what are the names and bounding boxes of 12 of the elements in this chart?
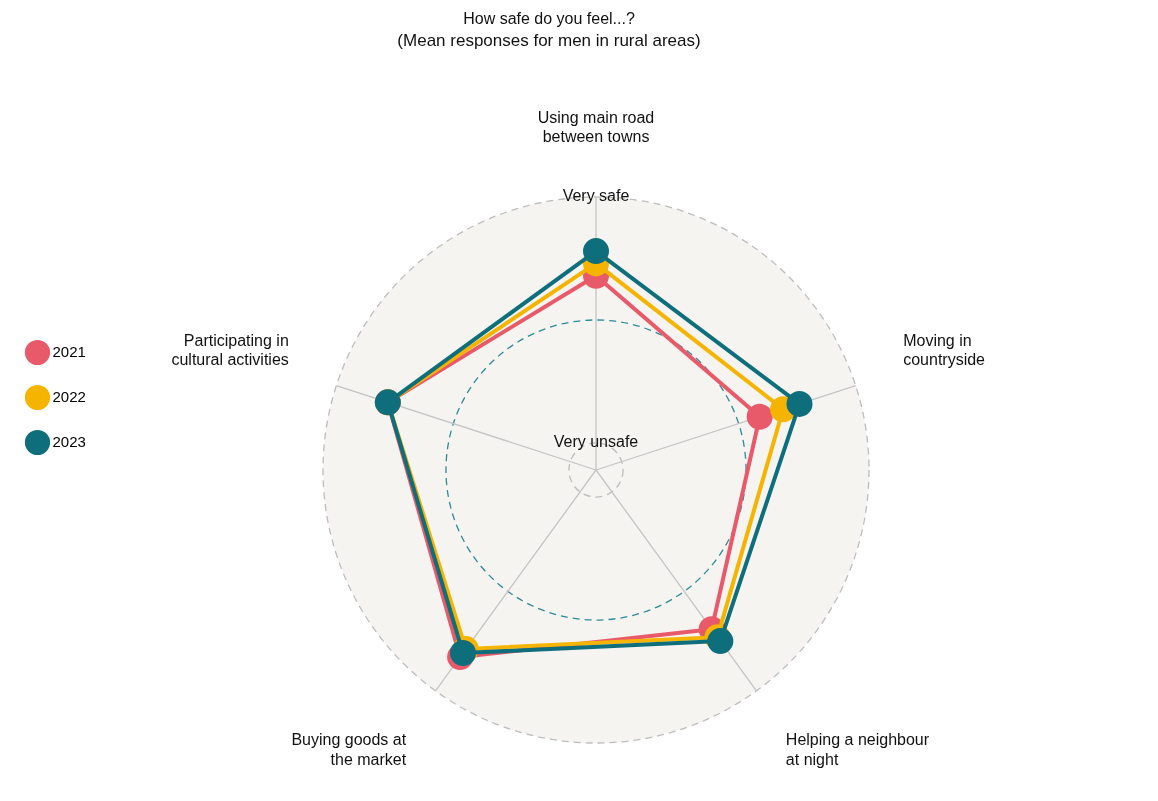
chart-title: How safe do you feel...? [463, 10, 635, 28]
chart-subtitle: (Mean responses for men in rural areas) [397, 31, 701, 51]
spoke-label: Using main road between towns [537, 108, 655, 145]
y-tick-label: Very unsafe [553, 433, 639, 451]
spoke-label: Buying goods at the market [291, 731, 407, 768]
spoke-label: Participating in cultural activities [171, 331, 289, 368]
y-tick-label: Very safe [562, 187, 630, 205]
legend-label: 2023 [52, 432, 86, 450]
legend-label: 2022 [52, 387, 86, 405]
legend-label: 2021 [52, 342, 86, 360]
spoke-label: Helping a neighbour at night [785, 731, 930, 768]
spoke-label: Moving in countryside [903, 331, 986, 368]
